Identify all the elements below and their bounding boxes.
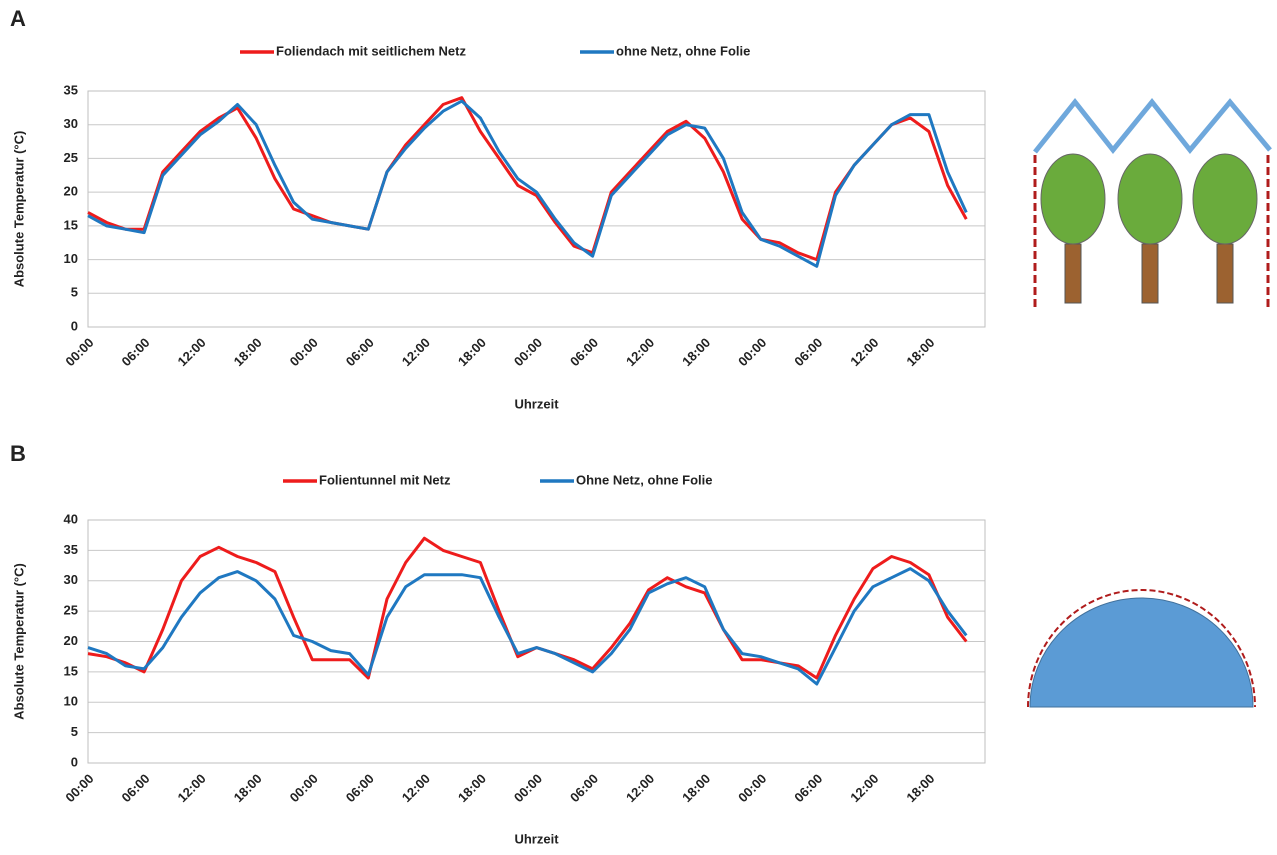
plot-frame (88, 91, 985, 327)
x-tick-label: 06:00 (343, 335, 377, 369)
x-tick-label: 06:00 (118, 771, 152, 805)
diagram-a (1035, 102, 1270, 308)
y-axis-label: Absolute Temperatur (°C) (11, 131, 26, 288)
x-tick-label: 12:00 (175, 335, 209, 369)
x-tick-label: 00:00 (287, 335, 321, 369)
y-tick-label: 15 (64, 217, 78, 232)
legend-label: ohne Netz, ohne Folie (616, 43, 750, 58)
panel-label: A (10, 6, 26, 31)
tree (1041, 154, 1105, 244)
y-tick-label: 35 (64, 542, 78, 557)
x-tick-label: 00:00 (735, 771, 769, 805)
x-tick-label: 18:00 (231, 771, 265, 805)
figure: A 0 5 10 15 20 25 30 35 00:00 06:00 12:00 18:00 00:00… (0, 0, 1277, 850)
x-tick-label: 12:00 (623, 335, 657, 369)
x-tick-label: 18:00 (679, 771, 713, 805)
x-tick-label: 12:00 (175, 771, 209, 805)
y-tick-label: 0 (71, 754, 78, 769)
y-tick-label: 25 (64, 603, 78, 618)
roof (1035, 102, 1270, 152)
tree (1118, 154, 1182, 244)
x-tick-label: 18:00 (903, 771, 937, 805)
x-tick-label: 12:00 (399, 771, 433, 805)
legend-label: Foliendach mit seitlichem Netz (276, 43, 466, 58)
y-tick-label: 10 (64, 694, 78, 709)
x-tick-label: 00:00 (287, 771, 321, 805)
x-tick-label: 18:00 (455, 335, 489, 369)
x-tick-label: 06:00 (567, 771, 601, 805)
trunk (1065, 244, 1081, 303)
legend-label: Folientunnel mit Netz (319, 472, 451, 487)
y-tick-label: 35 (64, 82, 78, 97)
x-tick-label: 00:00 (735, 335, 769, 369)
x-tick-label: 12:00 (847, 771, 881, 805)
x-tick-label: 00:00 (511, 335, 545, 369)
x-tick-label: 12:00 (847, 335, 881, 369)
series-line (88, 538, 966, 678)
diagram-b (1028, 590, 1255, 707)
x-tick-label: 12:00 (623, 771, 657, 805)
x-tick-label: 00:00 (62, 771, 96, 805)
x-tick-label: 00:00 (62, 335, 96, 369)
x-axis-label: Uhrzeit (514, 396, 559, 411)
tree (1193, 154, 1257, 244)
y-tick-label: 0 (71, 318, 78, 333)
y-tick-label: 30 (64, 116, 78, 131)
y-tick-label: 5 (71, 724, 78, 739)
x-tick-label: 06:00 (118, 335, 152, 369)
legend-label: Ohne Netz, ohne Folie (576, 472, 713, 487)
series-line (88, 101, 966, 266)
x-tick-label: 18:00 (231, 335, 265, 369)
x-tick-label: 06:00 (791, 771, 825, 805)
y-tick-label: 20 (64, 633, 78, 648)
y-tick-label: 10 (64, 251, 78, 266)
x-tick-label: 06:00 (343, 771, 377, 805)
x-tick-label: 12:00 (399, 335, 433, 369)
x-axis-label: Uhrzeit (514, 831, 559, 846)
x-tick-label: 00:00 (511, 771, 545, 805)
x-tick-label: 06:00 (791, 335, 825, 369)
y-tick-label: 20 (64, 184, 78, 199)
y-tick-label: 5 (71, 285, 78, 300)
x-tick-label: 18:00 (455, 771, 489, 805)
y-tick-label: 30 (64, 572, 78, 587)
panel-label: B (10, 441, 26, 466)
x-tick-label: 18:00 (679, 335, 713, 369)
y-tick-label: 40 (64, 511, 78, 526)
trunk (1142, 244, 1158, 303)
y-tick-label: 15 (64, 663, 78, 678)
tunnel (1030, 598, 1253, 707)
trunk (1217, 244, 1233, 303)
x-tick-label: 18:00 (903, 335, 937, 369)
series-line (88, 569, 966, 684)
y-axis-label: Absolute Temperatur (°C) (11, 563, 26, 720)
y-tick-label: 25 (64, 150, 78, 165)
x-tick-label: 06:00 (567, 335, 601, 369)
